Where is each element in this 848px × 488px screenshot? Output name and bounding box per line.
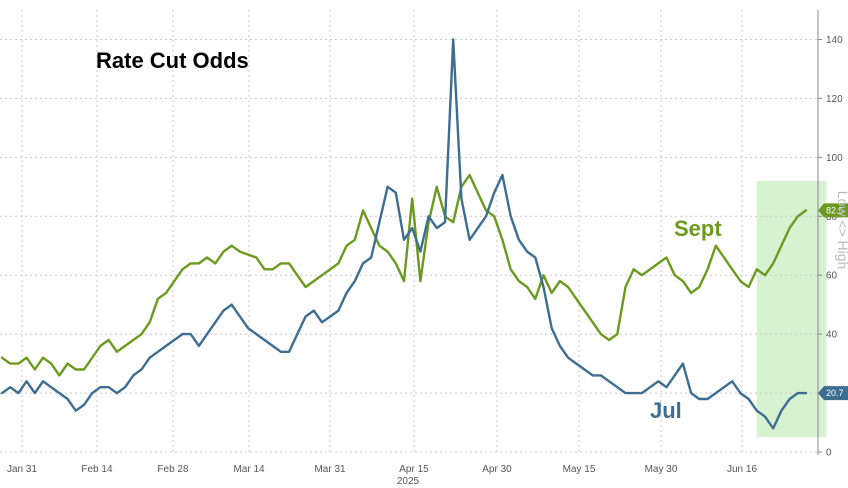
x-tick-label: May 15: [563, 464, 596, 475]
y-tick-label: 140: [826, 35, 843, 46]
series-label-sept: Sept: [674, 216, 722, 241]
series-label-jul: Jul: [650, 398, 682, 423]
x-tick-label: Apr 15: [399, 464, 429, 475]
last-value-label-jul: 20.7: [826, 388, 844, 398]
y-tick-label: 120: [826, 94, 843, 105]
x-tick-label: Mar 14: [233, 464, 265, 475]
x-tick-label: Feb 28: [157, 464, 189, 475]
x-tick-label: Jan 31: [7, 464, 37, 475]
y-tick-label: 0: [826, 448, 832, 459]
x-year-label: 2025: [397, 476, 420, 487]
grid-layer: [0, 10, 822, 455]
x-tick-label: Feb 14: [81, 464, 113, 475]
chart-title: Rate Cut Odds: [96, 48, 249, 73]
last-value-label-sept: 82.5: [826, 205, 844, 215]
y-tick-label: 60: [826, 271, 838, 282]
last-value-tag-jul: [818, 386, 848, 401]
x-tick-label: May 30: [645, 464, 678, 475]
right-axis-label: Low <> High: [835, 191, 848, 270]
series-line-sept: [0, 173, 808, 377]
y-tick-label: 100: [826, 153, 843, 164]
y-tick-label: 40: [826, 330, 838, 341]
series-layer: [0, 38, 808, 430]
x-tick-label: Apr 30: [482, 464, 512, 475]
x-tick-label: Mar 31: [314, 464, 346, 475]
last-value-tag-sept: [818, 203, 848, 218]
series-line-jul: [0, 38, 808, 430]
x-tick-label: Jun 16: [727, 464, 757, 475]
